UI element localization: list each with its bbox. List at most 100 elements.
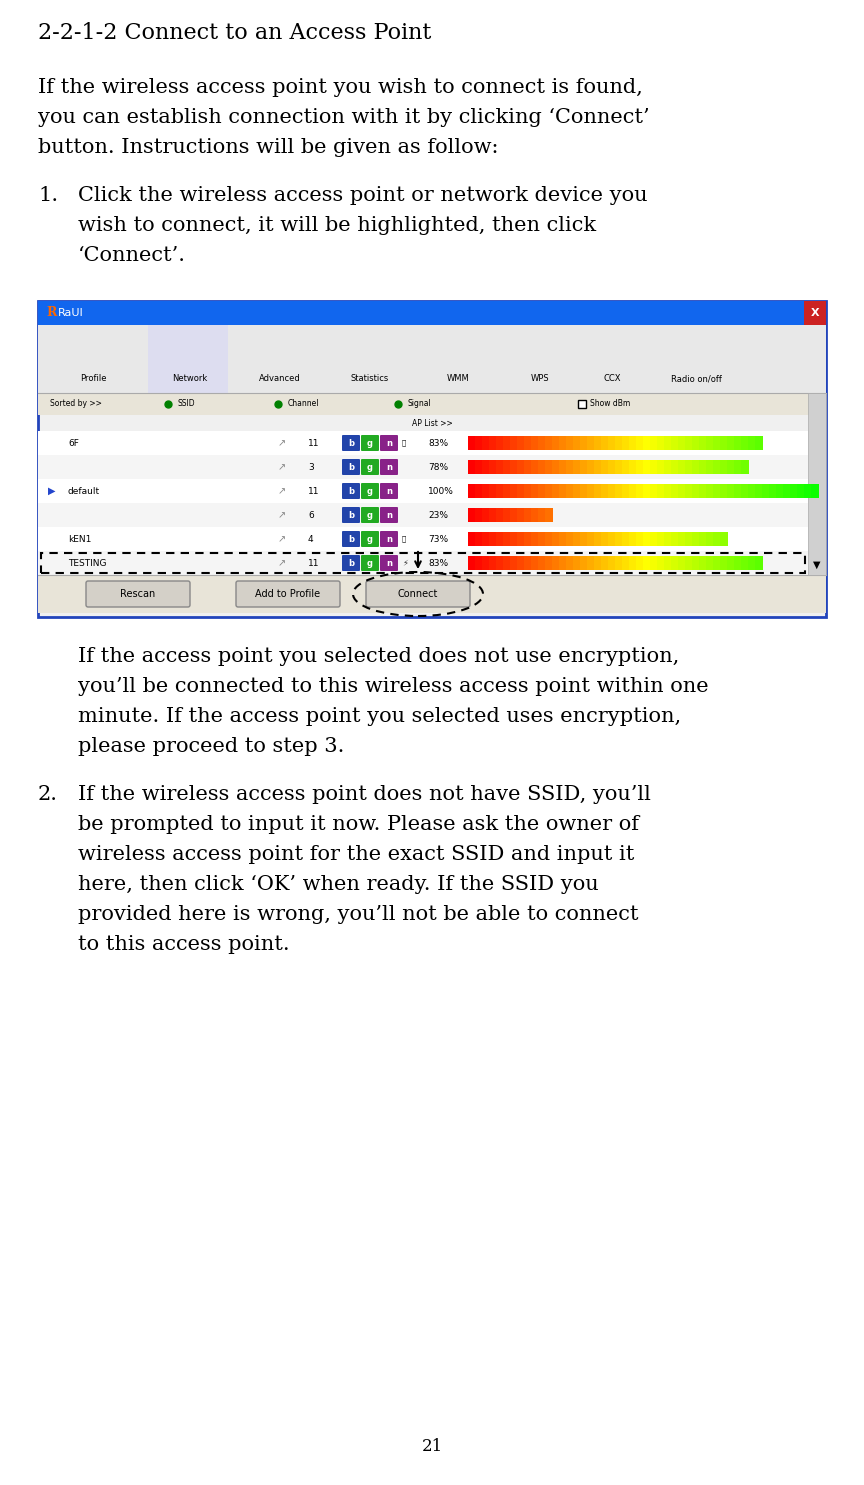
Text: ▶: ▶ [48,486,55,496]
Text: If the wireless access point does not have SSID, you’ll: If the wireless access point does not ha… [78,786,651,803]
FancyBboxPatch shape [38,575,826,613]
FancyBboxPatch shape [531,557,538,570]
Text: 83%: 83% [428,438,448,447]
FancyBboxPatch shape [510,437,518,450]
FancyBboxPatch shape [573,484,581,497]
Text: 6F: 6F [68,438,79,447]
FancyBboxPatch shape [503,484,511,497]
Text: b: b [348,487,354,496]
FancyBboxPatch shape [601,460,608,474]
FancyBboxPatch shape [629,460,637,474]
Text: 11: 11 [308,487,320,496]
FancyBboxPatch shape [601,484,608,497]
FancyBboxPatch shape [482,484,490,497]
FancyBboxPatch shape [342,435,360,451]
FancyBboxPatch shape [552,437,560,450]
FancyBboxPatch shape [538,533,545,545]
FancyBboxPatch shape [797,484,804,497]
FancyBboxPatch shape [664,460,671,474]
Text: to this access point.: to this access point. [78,936,289,953]
FancyBboxPatch shape [342,459,360,475]
FancyBboxPatch shape [720,533,727,545]
FancyBboxPatch shape [475,533,482,545]
FancyBboxPatch shape [741,557,748,570]
FancyBboxPatch shape [468,484,475,497]
FancyBboxPatch shape [38,431,808,454]
FancyBboxPatch shape [622,437,630,450]
FancyBboxPatch shape [671,533,678,545]
FancyBboxPatch shape [380,435,398,451]
FancyBboxPatch shape [545,508,552,521]
Text: n: n [386,558,392,567]
FancyBboxPatch shape [706,437,714,450]
FancyBboxPatch shape [517,437,524,450]
FancyBboxPatch shape [517,508,524,521]
FancyBboxPatch shape [594,484,601,497]
FancyBboxPatch shape [510,484,518,497]
FancyBboxPatch shape [629,533,637,545]
FancyBboxPatch shape [380,532,398,546]
FancyBboxPatch shape [622,460,630,474]
FancyBboxPatch shape [713,460,721,474]
FancyBboxPatch shape [808,394,826,575]
FancyBboxPatch shape [594,460,601,474]
FancyBboxPatch shape [552,557,560,570]
FancyBboxPatch shape [790,484,797,497]
FancyBboxPatch shape [755,484,763,497]
FancyBboxPatch shape [734,437,741,450]
FancyBboxPatch shape [517,557,524,570]
Text: b: b [348,438,354,447]
Text: 3: 3 [308,462,314,472]
Text: wish to connect, it will be highlighted, then click: wish to connect, it will be highlighted,… [78,215,596,235]
FancyBboxPatch shape [545,460,552,474]
Text: Show dBm: Show dBm [590,399,630,408]
FancyBboxPatch shape [545,484,552,497]
FancyBboxPatch shape [573,437,581,450]
FancyBboxPatch shape [699,460,707,474]
FancyBboxPatch shape [671,557,678,570]
FancyBboxPatch shape [636,484,644,497]
FancyBboxPatch shape [664,557,671,570]
FancyBboxPatch shape [566,533,574,545]
Text: 🔒: 🔒 [402,536,406,542]
FancyBboxPatch shape [608,484,615,497]
FancyBboxPatch shape [510,557,518,570]
Text: n: n [386,438,392,447]
FancyBboxPatch shape [608,557,615,570]
FancyBboxPatch shape [699,557,707,570]
FancyBboxPatch shape [678,437,685,450]
FancyBboxPatch shape [524,460,531,474]
FancyBboxPatch shape [734,460,741,474]
FancyBboxPatch shape [776,484,784,497]
Text: R: R [46,306,56,319]
Text: b: b [348,511,354,520]
Text: If the access point you selected does not use encryption,: If the access point you selected does no… [78,647,679,665]
FancyBboxPatch shape [713,557,721,570]
FancyBboxPatch shape [552,460,560,474]
FancyBboxPatch shape [734,557,741,570]
FancyBboxPatch shape [615,533,622,545]
FancyBboxPatch shape [706,557,714,570]
Text: n: n [386,535,392,544]
FancyBboxPatch shape [657,460,664,474]
FancyBboxPatch shape [517,484,524,497]
FancyBboxPatch shape [573,533,581,545]
FancyBboxPatch shape [622,484,630,497]
Text: default: default [68,487,100,496]
FancyBboxPatch shape [475,437,482,450]
Text: Sorted by >>: Sorted by >> [50,399,102,408]
FancyBboxPatch shape [342,483,360,499]
FancyBboxPatch shape [510,533,518,545]
FancyBboxPatch shape [636,460,644,474]
FancyBboxPatch shape [587,460,594,474]
FancyBboxPatch shape [643,460,651,474]
Text: g: g [367,535,373,544]
FancyBboxPatch shape [685,484,693,497]
Text: 78%: 78% [428,462,448,472]
FancyBboxPatch shape [713,484,721,497]
FancyBboxPatch shape [692,437,700,450]
Text: 1.: 1. [38,186,58,205]
FancyBboxPatch shape [531,533,538,545]
Text: 4: 4 [308,535,314,544]
FancyBboxPatch shape [468,533,475,545]
